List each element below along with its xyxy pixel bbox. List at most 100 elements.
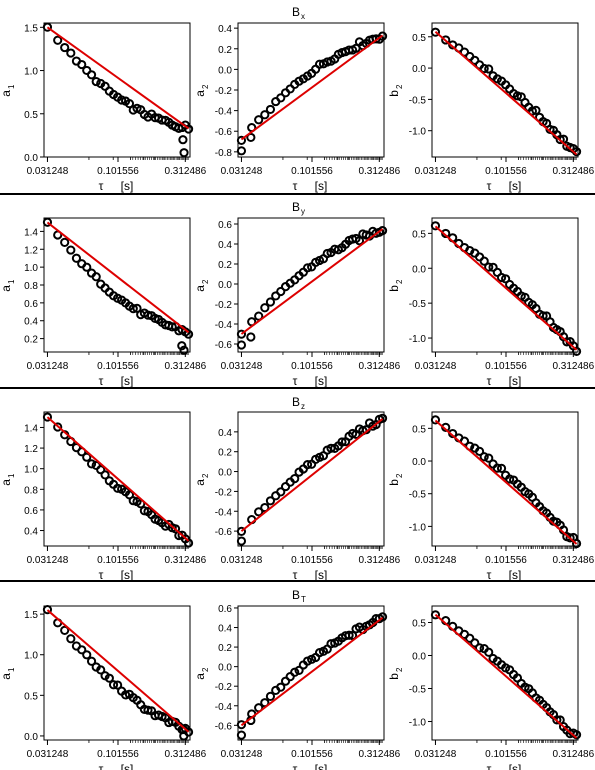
fit-line bbox=[46, 221, 190, 334]
y-tick-label: -0.6 bbox=[215, 721, 233, 732]
panel-Bz-b2: -1.0 -0.5 0.0 0.5 b2 0.031248 0.101556 0.312486… bbox=[387, 411, 595, 582]
data-point bbox=[430, 221, 441, 231]
x-axis-label: τ bbox=[99, 762, 104, 770]
y-tick-label: 0.4 bbox=[218, 240, 232, 251]
data-point bbox=[128, 304, 138, 314]
x-axis-unit: [s] bbox=[315, 179, 328, 193]
data-point bbox=[246, 332, 256, 342]
x-tick-label: 0.312486 bbox=[164, 555, 206, 566]
data-point bbox=[474, 643, 485, 653]
x-tick-label: 0.312486 bbox=[552, 555, 594, 566]
data-point bbox=[236, 526, 247, 537]
y-tick-label: 0.0 bbox=[218, 663, 232, 674]
plot-frame bbox=[237, 605, 385, 741]
data-point bbox=[254, 311, 264, 321]
y-tick-label: 0.5 bbox=[412, 33, 426, 44]
y-axis-label: a1 bbox=[0, 84, 16, 97]
y-tick-label: 1.5 bbox=[24, 610, 38, 621]
x-tick-label: 0.031248 bbox=[221, 166, 263, 177]
y-tick-label: 1.2 bbox=[24, 444, 38, 455]
data-point bbox=[290, 667, 300, 677]
x-axis-unit: [s] bbox=[315, 568, 328, 582]
x-axis-unit: [s] bbox=[315, 374, 328, 388]
y-tick-label: 0.6 bbox=[218, 220, 232, 231]
plot-frame bbox=[431, 411, 579, 547]
y-tick-label: -1.0 bbox=[409, 334, 427, 345]
data-point bbox=[254, 115, 264, 125]
y-axis-label-text: a bbox=[193, 90, 207, 97]
y-tick-label: -0.5 bbox=[409, 685, 427, 696]
data-point bbox=[294, 665, 304, 675]
data-point bbox=[302, 263, 313, 273]
data-point bbox=[236, 340, 247, 350]
y-tick-label: -0.4 bbox=[215, 107, 233, 118]
x-axis-label: τ bbox=[293, 179, 298, 193]
data-point bbox=[96, 465, 106, 475]
y-tick-label: 1.4 bbox=[24, 227, 38, 238]
data-point bbox=[183, 538, 194, 548]
y-tick-label: 0.5 bbox=[412, 424, 426, 435]
data-point bbox=[71, 253, 82, 263]
data-point bbox=[117, 95, 127, 105]
data-point bbox=[377, 413, 388, 423]
x-tick-label: 0.031248 bbox=[221, 749, 263, 760]
y-axis-label-text: a bbox=[0, 90, 13, 97]
data-point bbox=[484, 647, 494, 657]
data-point bbox=[104, 673, 114, 683]
fit-line bbox=[240, 616, 384, 727]
x-tick-label: 0.031248 bbox=[415, 749, 457, 760]
data-point bbox=[531, 105, 541, 116]
data-point bbox=[474, 446, 485, 456]
fit-line bbox=[46, 26, 190, 130]
data-point bbox=[271, 291, 281, 301]
data-point bbox=[178, 135, 188, 145]
fit-line bbox=[240, 34, 384, 141]
data-point bbox=[143, 705, 153, 715]
y-tick-label: 0.0 bbox=[218, 280, 232, 291]
y-tick-label: 0.2 bbox=[218, 45, 232, 56]
x-axis-unit: [s] bbox=[121, 568, 134, 582]
data-point bbox=[177, 341, 187, 351]
y-axis-label: a2 bbox=[193, 84, 210, 97]
data-point bbox=[344, 630, 354, 640]
y-tick-label: 0.8 bbox=[24, 281, 38, 292]
y-axis-label-subscript: 2 bbox=[395, 473, 404, 478]
y-axis-label-text: b bbox=[387, 90, 401, 97]
y-axis-label: b2 bbox=[387, 84, 404, 97]
y-axis-label: a2 bbox=[193, 279, 210, 292]
panel-By-b2: -1.0 -0.5 0.0 0.5 b2 0.031248 0.101556 0.312486… bbox=[387, 217, 595, 388]
x-axis-unit: [s] bbox=[121, 179, 134, 193]
y-tick-label: 1.4 bbox=[24, 423, 38, 434]
y-axis-label-text: b bbox=[387, 285, 401, 292]
panel-Bx-b2: -1.0 -0.5 0.0 0.5 b2 0.031248 0.101556 0.312486… bbox=[387, 22, 595, 193]
data-point bbox=[66, 48, 76, 58]
y-tick-label: 0.0 bbox=[218, 468, 232, 479]
data-point bbox=[479, 63, 489, 74]
y-tick-label: 0.2 bbox=[218, 448, 232, 459]
data-point bbox=[571, 346, 582, 356]
y-tick-label: 0.4 bbox=[24, 317, 38, 328]
data-point bbox=[552, 715, 562, 725]
plot-frame bbox=[237, 411, 385, 547]
data-point bbox=[246, 132, 256, 143]
data-point bbox=[260, 303, 270, 313]
data-point bbox=[492, 463, 502, 473]
y-tick-label: -1.0 bbox=[409, 127, 427, 138]
data-point bbox=[260, 502, 270, 513]
y-tick-label: 0.5 bbox=[412, 229, 426, 240]
fit-line bbox=[240, 228, 384, 335]
y-tick-label: -0.5 bbox=[409, 490, 427, 501]
x-axis-unit: [s] bbox=[509, 762, 522, 770]
y-tick-label: -0.6 bbox=[215, 127, 233, 138]
data-point bbox=[60, 625, 70, 636]
data-point bbox=[236, 135, 247, 145]
y-tick-label: -0.4 bbox=[215, 320, 233, 331]
x-tick-label: 0.031248 bbox=[27, 361, 69, 372]
data-point bbox=[82, 262, 92, 272]
y-axis-label: a2 bbox=[193, 473, 210, 486]
data-point bbox=[183, 124, 194, 134]
y-tick-label: 0.2 bbox=[218, 260, 232, 271]
y-axis-label-subscript: 2 bbox=[201, 667, 210, 672]
